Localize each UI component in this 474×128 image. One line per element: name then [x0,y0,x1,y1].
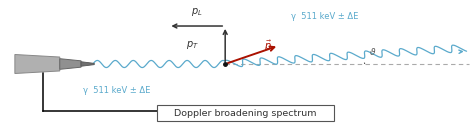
Text: Doppler broadening spectrum: Doppler broadening spectrum [174,109,317,118]
Polygon shape [60,59,81,69]
Text: γ  511 keV ± ΔE: γ 511 keV ± ΔE [83,86,151,95]
FancyBboxPatch shape [156,105,334,121]
Polygon shape [81,62,94,66]
Text: $\vartheta$: $\vartheta$ [369,46,377,57]
Text: γ  511 keV ± ΔE: γ 511 keV ± ΔE [292,12,359,21]
Text: $\mathit{p}_L$: $\mathit{p}_L$ [191,6,202,18]
Polygon shape [15,55,60,73]
Text: $\mathit{p}_T$: $\mathit{p}_T$ [186,39,199,51]
Text: $\vec{\mathit{p}}$: $\vec{\mathit{p}}$ [264,38,272,54]
